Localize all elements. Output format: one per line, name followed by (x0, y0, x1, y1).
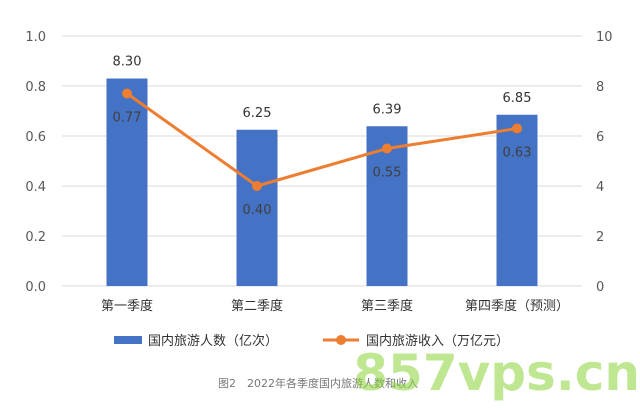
bar-series (106, 78, 538, 286)
line-data-label: 0.40 (243, 203, 272, 218)
legend: 国内旅游人数（亿次） 国内旅游收入（万亿元） (114, 333, 509, 349)
left-axis-tick-label: 0.6 (25, 130, 46, 145)
bar-data-label: 6.85 (503, 91, 532, 106)
left-axis-tick-label: 1.0 (25, 30, 46, 45)
bar-data-label: 8.30 (113, 55, 142, 70)
line-data-labels: 0.77 0.40 0.55 0.63 (113, 111, 532, 219)
line-point (252, 181, 262, 191)
figure-caption: 图2 2022年各季度国内旅游人数和收入 (218, 376, 418, 390)
category-label: 第二季度 (231, 298, 283, 314)
category-label: 第四季度（预测） (465, 298, 569, 314)
right-axis-tick-label: 0 (596, 280, 604, 295)
legend-swatch-bar (114, 336, 142, 344)
right-axis-tick-label: 4 (596, 180, 604, 195)
left-axis-tick-label: 0.0 (25, 280, 46, 295)
series-line (126, 92, 518, 188)
line-data-label: 0.55 (373, 166, 402, 181)
gridlines (62, 35, 582, 287)
bar (496, 114, 538, 286)
left-axis-ticks: 0.0 0.2 0.4 0.6 0.8 1.0 (25, 30, 46, 295)
line-point (512, 123, 522, 134)
right-axis-tick-label: 2 (596, 230, 604, 245)
line-point (382, 143, 392, 154)
watermark: 857vps.cn (353, 344, 640, 402)
category-label: 第三季度 (361, 298, 413, 314)
line-data-label: 0.63 (503, 146, 532, 161)
line-series (122, 88, 522, 191)
right-axis-tick-label: 10 (596, 30, 613, 45)
line-point (122, 88, 132, 99)
bar-data-label: 6.25 (243, 106, 272, 121)
left-axis-tick-label: 0.2 (25, 230, 46, 245)
right-axis-tick-label: 8 (596, 80, 604, 95)
category-labels: 第一季度 第二季度 第三季度 第四季度（预测） (101, 298, 569, 314)
bar-data-label: 6.39 (373, 102, 402, 117)
legend-label-line: 国内旅游收入（万亿元） (366, 333, 509, 349)
right-axis-ticks: 0 2 4 6 8 10 (596, 30, 613, 295)
bar-data-labels: 8.30 6.25 6.39 6.85 (113, 55, 532, 121)
bar (106, 78, 148, 286)
category-label: 第一季度 (101, 298, 153, 314)
legend-label-bar: 国内旅游人数（亿次） (148, 333, 278, 349)
right-axis-tick-label: 6 (596, 130, 604, 145)
line-data-label: 0.77 (113, 111, 142, 126)
bar (236, 129, 278, 286)
left-axis-tick-label: 0.8 (25, 80, 46, 95)
left-axis-tick-label: 0.4 (25, 180, 46, 195)
legend-swatch-marker (336, 335, 346, 345)
